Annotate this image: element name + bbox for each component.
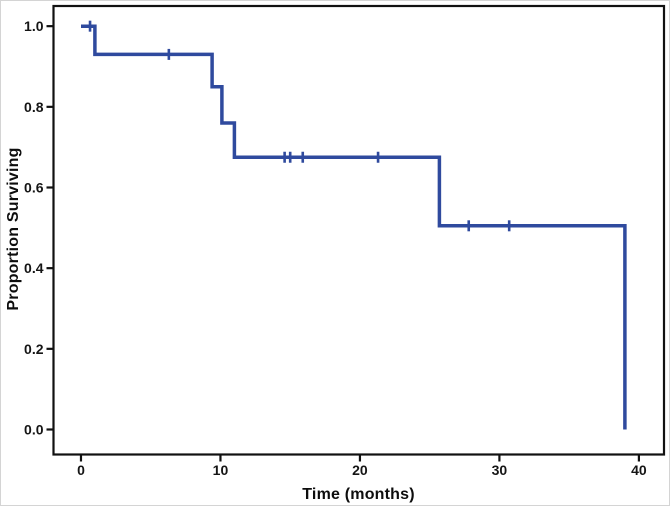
plot-frame [52, 4, 666, 456]
y-tick-label: 0.2 [24, 341, 44, 357]
y-tick-label: 0.8 [24, 99, 44, 115]
y-tick-label: 0.0 [24, 421, 44, 437]
y-axis-title: Proportion Surviving [5, 147, 22, 311]
y-tick-label: 0.6 [24, 179, 44, 195]
x-tick-label: 0 [77, 462, 85, 478]
y-tick-label: 0.4 [24, 260, 44, 276]
x-tick-label: 30 [492, 462, 508, 478]
x-axis-title: Time (months) [302, 486, 415, 503]
x-tick-label: 20 [352, 462, 368, 478]
x-tick-label: 40 [631, 462, 647, 478]
y-tick-label: 1.0 [24, 18, 44, 34]
survival-step-line [81, 24, 627, 430]
x-tick-label: 10 [213, 462, 229, 478]
